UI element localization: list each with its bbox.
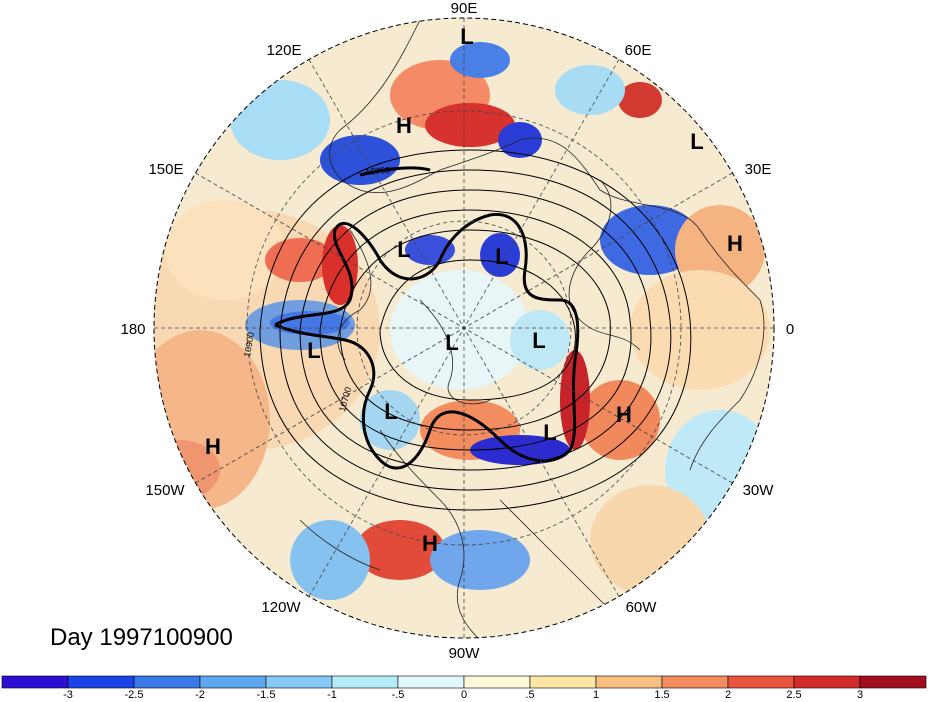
colorbar-tick-label: 0	[461, 689, 467, 701]
day-label: Day 1997100900	[50, 624, 233, 651]
coastlines	[299, 19, 765, 638]
longitude-labels: 90E 60E 30E 0 30W 60W 90W 120W 150W 180 …	[120, 0, 794, 662]
globe-outline	[153, 17, 775, 639]
colorbar-tick-label: 3	[857, 689, 863, 701]
lon-label-30w: 30W	[743, 482, 775, 499]
colorbar-tick-label: .5	[525, 689, 534, 701]
colorbar-tick-label: 1.5	[654, 689, 669, 701]
pressure-center-9: H	[616, 402, 632, 427]
colorbar-tick-label: -2.5	[125, 689, 144, 701]
colorbar-tick-label: -1	[327, 689, 337, 701]
contour-label-2: 10700	[365, 165, 391, 177]
colorbar-tick-label: -.5	[392, 689, 405, 701]
lon-label-180: 180	[120, 321, 145, 338]
pressure-center-2: L	[690, 129, 703, 154]
colorbar: -3 -2.5 -2 -1.5 -1 -.5 0 .5 1 1.5 2 2.5 3	[1, 675, 927, 701]
lon-label-60e: 60E	[625, 42, 652, 59]
colorbar-swatch	[529, 675, 597, 689]
pressure-center-4: L	[397, 237, 410, 262]
colorbar-tick-label: -3	[63, 689, 73, 701]
colorbar-swatch	[199, 675, 267, 689]
pressure-center-5: L	[495, 244, 508, 269]
lon-label-90e: 90E	[451, 0, 478, 17]
graticule	[154, 18, 774, 638]
lon-label-150w: 150W	[145, 482, 185, 499]
pressure-center-1: H	[396, 113, 412, 138]
colorbar-swatch	[67, 675, 135, 689]
jet-contours	[274, 166, 580, 470]
height-contours	[259, 149, 692, 511]
colorbar-tick-label: -1.5	[257, 689, 276, 701]
pressure-centers: L H L H L L L L L H L L H H	[205, 24, 743, 556]
contour-labels: 10900 10700 10700	[242, 165, 391, 413]
pressure-center-12: H	[205, 434, 221, 459]
colorbar-swatch	[595, 675, 663, 689]
colorbar-tick-label: 2.5	[786, 689, 801, 701]
colorbar-swatch	[793, 675, 861, 689]
colorbar-swatch	[727, 675, 795, 689]
colorbar-tick-label: -2	[195, 689, 205, 701]
pressure-center-0: L	[460, 24, 473, 49]
pressure-center-7: L	[445, 330, 458, 355]
lon-label-30e: 30E	[745, 161, 772, 178]
contour-label-0: 10900	[242, 331, 256, 357]
pressure-center-8: L	[532, 328, 545, 353]
pressure-center-13: H	[422, 531, 438, 556]
colorbar-swatch	[133, 675, 201, 689]
pressure-center-3: H	[727, 231, 743, 256]
colorbar-swatch	[859, 675, 927, 689]
pressure-center-6: L	[307, 338, 320, 363]
colorbar-tick-label: 1	[593, 689, 599, 701]
colorbar-swatch	[1, 675, 69, 689]
colorbar-swatch	[331, 675, 399, 689]
colorbar-swatch	[265, 675, 333, 689]
lon-label-60w: 60W	[626, 599, 658, 616]
lon-label-120w: 120W	[261, 599, 301, 616]
lon-label-120e: 120E	[266, 42, 301, 59]
pressure-center-10: L	[384, 399, 397, 424]
colorbar-swatch	[397, 675, 465, 689]
colorbar-swatch	[463, 675, 531, 689]
lon-label-150e: 150E	[148, 161, 183, 178]
lon-label-90w: 90W	[449, 645, 481, 662]
pressure-center-11: L	[543, 420, 556, 445]
colorbar-swatch	[661, 675, 729, 689]
colorbar-tick-label: 2	[725, 689, 731, 701]
lon-label-0: 0	[786, 321, 794, 338]
